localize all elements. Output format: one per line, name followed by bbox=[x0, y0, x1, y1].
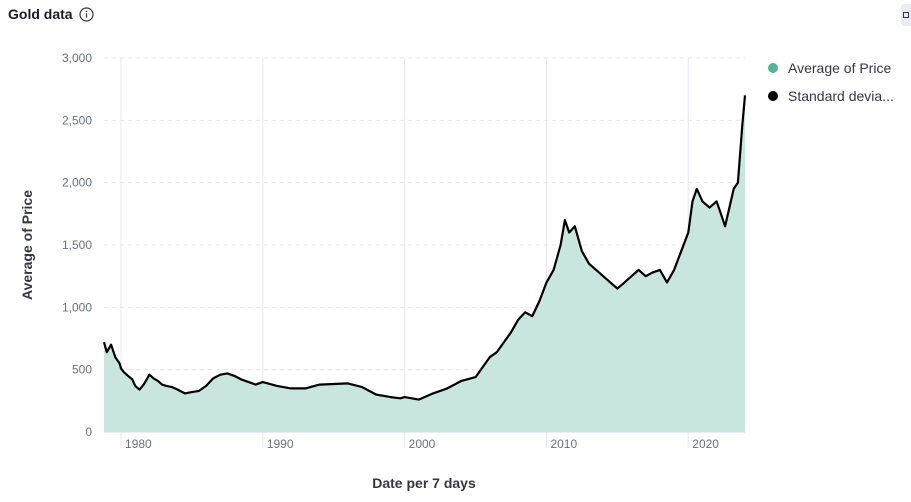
y-axis-title: Average of Price bbox=[19, 190, 35, 300]
x-tick-label: 1990 bbox=[267, 437, 294, 451]
y-tick-label: 500 bbox=[72, 363, 92, 377]
legend-dot-average bbox=[768, 63, 778, 73]
price-area-series bbox=[104, 95, 745, 433]
x-axis: 1980 1990 2000 2010 2020 bbox=[125, 437, 719, 451]
panel-options-icon[interactable] bbox=[901, 4, 911, 26]
legend-dot-std bbox=[768, 91, 778, 101]
y-tick-label: 1,500 bbox=[62, 238, 92, 252]
y-tick-label: 3,000 bbox=[62, 51, 92, 65]
price-line bbox=[102, 95, 747, 401]
legend: Average of Price Standard devia... bbox=[768, 58, 911, 114]
legend-item-average[interactable]: Average of Price bbox=[768, 58, 911, 78]
legend-item-std[interactable]: Standard devia... bbox=[768, 86, 911, 106]
y-axis: 0 500 1,000 1,500 2,000 2,500 3,000 bbox=[62, 51, 92, 439]
x-tick-label: 2010 bbox=[550, 437, 577, 451]
y-tick-label: 0 bbox=[85, 425, 92, 439]
legend-label-average: Average of Price bbox=[788, 60, 892, 76]
panel-title: Gold data bbox=[8, 6, 73, 22]
x-tick-label: 2020 bbox=[692, 437, 719, 451]
y-tick-label: 1,000 bbox=[62, 300, 92, 314]
info-icon[interactable] bbox=[78, 6, 94, 22]
x-axis-title: Date per 7 days bbox=[372, 475, 476, 491]
panel-header: Gold data bbox=[8, 4, 94, 24]
x-tick-label: 2000 bbox=[409, 437, 436, 451]
legend-label-std: Standard devia... bbox=[788, 88, 894, 104]
x-tick-label: 1980 bbox=[125, 437, 152, 451]
price-area bbox=[104, 95, 745, 433]
y-tick-label: 2,500 bbox=[62, 113, 92, 127]
y-tick-label: 2,000 bbox=[62, 176, 92, 190]
price-line-series bbox=[102, 95, 747, 401]
